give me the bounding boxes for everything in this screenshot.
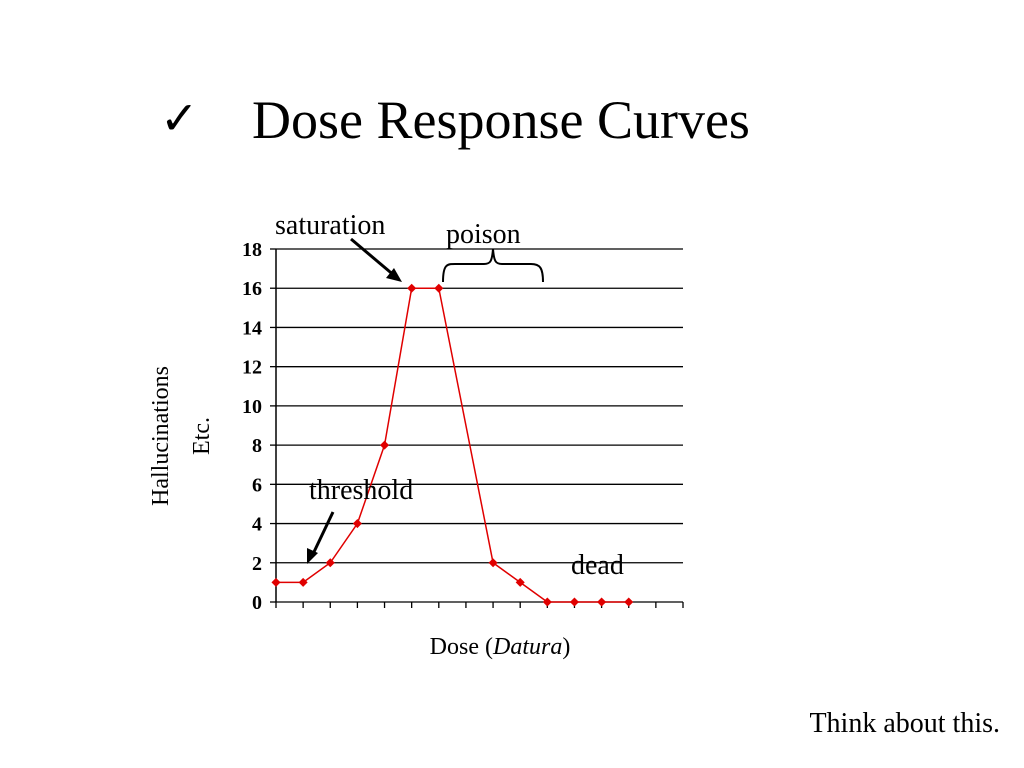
slide-title: ✓ Dose Response Curves — [0, 78, 1024, 168]
x-axis-label-italic: Datura — [492, 634, 563, 660]
threshold-arrowhead — [307, 548, 318, 564]
x-axis-label-prefix: Dose ( — [429, 634, 493, 660]
x-axis-label-suffix: ) — [562, 634, 571, 660]
y-tick-label-0: 0 — [252, 592, 262, 614]
y-tick-label-18: 18 — [242, 239, 262, 261]
y-tick-label-16: 16 — [242, 278, 262, 300]
series-0-point-5 — [407, 283, 417, 293]
series-0-point-12 — [624, 597, 634, 607]
series-0-point-0 — [271, 577, 281, 587]
series-0-point-6 — [434, 283, 444, 293]
series-0-point-4 — [380, 440, 390, 450]
y-tick-label-8: 8 — [252, 435, 262, 457]
series-0-point-11 — [597, 597, 607, 607]
title-text: Dose Response Curves — [252, 90, 750, 150]
y-tick-label-4: 4 — [252, 514, 262, 536]
y-tick-label-2: 2 — [252, 553, 262, 575]
series-0-point-1 — [298, 577, 308, 587]
annotation-threshold: threshold — [309, 475, 413, 506]
saturation-arrow — [350, 237, 397, 279]
chart-series — [271, 283, 634, 607]
x-axis-label: Dose (Datura) — [300, 632, 700, 662]
poison-brace — [442, 248, 544, 283]
y-axis-label-line2: Etc. — [189, 417, 215, 455]
threshold-arrow — [311, 511, 335, 555]
y-tick-label-12: 12 — [242, 357, 262, 379]
annotation-saturation: saturation — [275, 210, 385, 241]
y-tick-label-6: 6 — [252, 474, 262, 496]
check-icon: ✓ — [160, 91, 199, 145]
y-tick-labels: 0 2 4 6 8 10 12 14 16 18 — [242, 239, 262, 614]
saturation-arrowhead — [386, 268, 402, 282]
y-axis-label-line1: Hallucinations — [148, 366, 174, 506]
y-tick-label-14: 14 — [242, 317, 262, 339]
y-tick-label-10: 10 — [242, 396, 262, 418]
annotation-dead: dead — [571, 550, 624, 581]
annotation-poison: poison — [446, 219, 521, 250]
chart-grid — [270, 248, 683, 603]
series-0-point-7 — [488, 558, 498, 568]
footnote-text: Think about this. — [809, 708, 1000, 739]
x-tick-marks — [275, 602, 684, 608]
series-0-point-8 — [515, 577, 525, 587]
series-0-point-9 — [542, 597, 552, 607]
series-0-point-3 — [352, 519, 362, 529]
series-0-point-10 — [569, 597, 579, 607]
